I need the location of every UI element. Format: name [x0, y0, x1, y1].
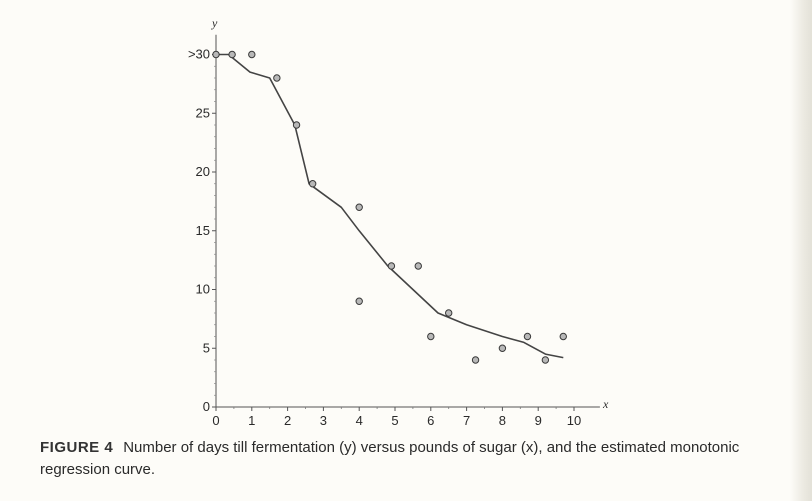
- y-tick-label-25: 25: [196, 105, 210, 120]
- y-tick-label-5: 5: [203, 340, 210, 355]
- x-tick-label-8: 8: [499, 413, 506, 428]
- page-edge-shadow: [790, 0, 812, 501]
- x-tick-label-3: 3: [320, 413, 327, 428]
- data-point-6: [355, 203, 363, 211]
- x-tick-label-2: 2: [284, 413, 291, 428]
- x-tick-label-10: 10: [567, 413, 581, 428]
- data-point-0: [212, 50, 220, 59]
- data-point-13: [498, 344, 507, 352]
- data-point-5: [308, 180, 317, 188]
- y-tick-label-30: >30: [188, 47, 210, 62]
- figure-label: FIGURE 4: [40, 439, 114, 456]
- x-tick-label-4: 4: [356, 413, 363, 428]
- tick-marks: [212, 54, 575, 411]
- data-point-3: [273, 74, 281, 82]
- x-tick-label-5: 5: [391, 413, 398, 428]
- data-point-16: [559, 332, 567, 341]
- y-axis-label: y: [211, 16, 218, 30]
- x-tick-label-1: 1: [248, 413, 255, 428]
- data-point-1: [228, 50, 236, 59]
- monotonic-regression-curve: [216, 53, 564, 359]
- y-tick-label-15: 15: [196, 223, 210, 238]
- data-point-9: [414, 262, 422, 270]
- x-tick-label-6: 6: [427, 413, 434, 428]
- data-point-15: [541, 356, 550, 364]
- data-point-12: [471, 356, 480, 364]
- y-tick-label-10: 10: [196, 282, 210, 297]
- y-tick-label-20: 20: [196, 164, 210, 179]
- x-tick-label-0: 0: [212, 413, 219, 428]
- x-tick-label-7: 7: [463, 413, 470, 428]
- tick-labels: 0 1 2 3 4 5 6 7 8 9 10 0 5 10 15 20 25 >30: [188, 47, 581, 429]
- x-tick-label-9: 9: [535, 413, 542, 428]
- data-point-2: [248, 50, 256, 59]
- y-tick-label-0: 0: [203, 399, 210, 414]
- data-point-7: [355, 297, 363, 305]
- data-point-8: [387, 262, 396, 270]
- axes: [215, 34, 600, 408]
- scatter-plot: 0 1 2 3 4 5 6 7 8 9 10 0 5 10 15 20 25 >30 x y: [188, 16, 609, 429]
- figure-caption: FIGURE 4 Number of days till fermentation…: [40, 437, 780, 481]
- data-point-14: [523, 332, 532, 341]
- caption-text: Number of days till fermentation (y) ver…: [40, 439, 740, 478]
- data-point-11: [445, 309, 453, 317]
- data-point-4: [292, 121, 301, 129]
- x-axis-label: x: [602, 397, 609, 411]
- data-points: [212, 50, 567, 364]
- data-point-10: [427, 332, 435, 341]
